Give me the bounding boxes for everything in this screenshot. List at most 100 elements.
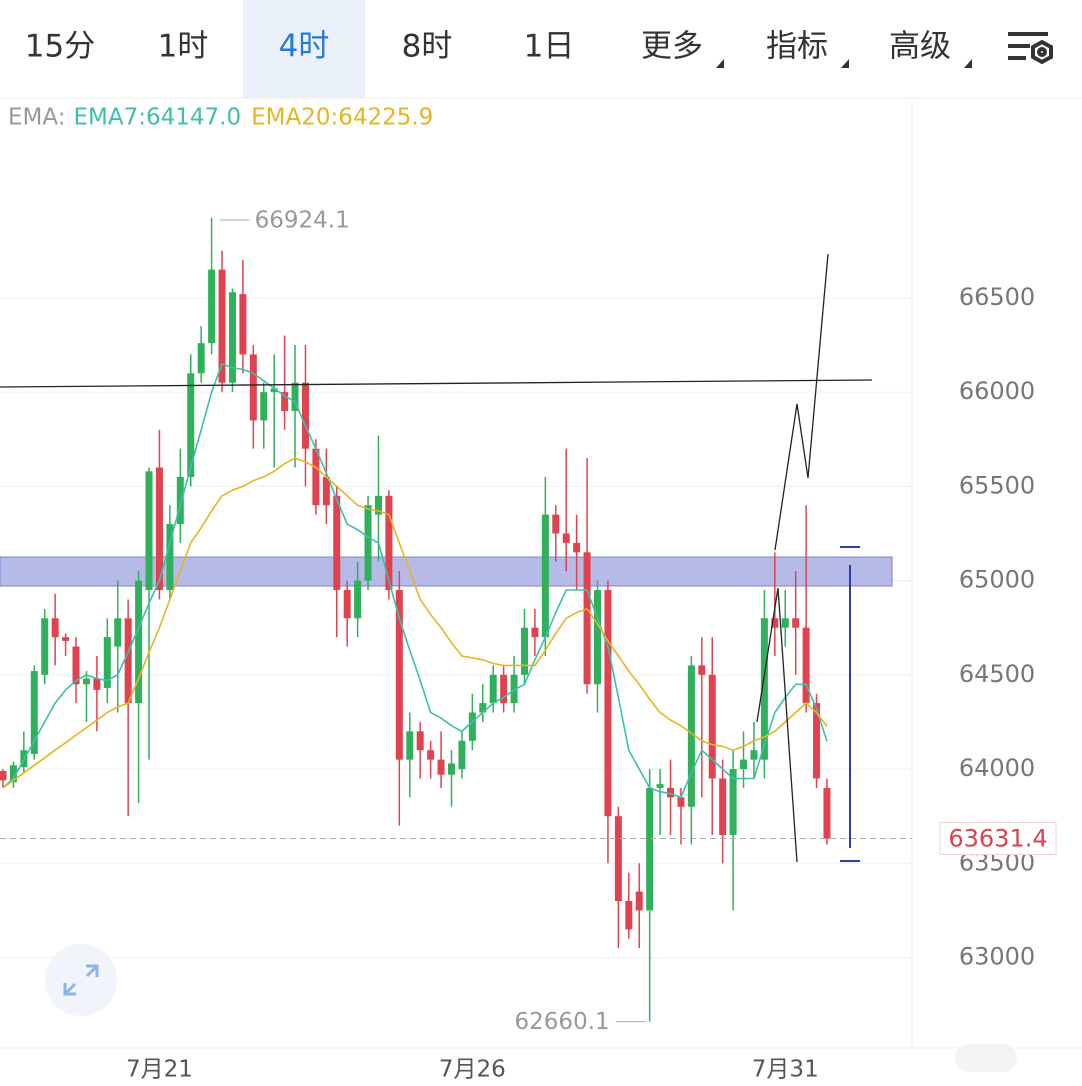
measure-tool[interactable] (840, 546, 860, 862)
y-tick-label: 65500 (959, 471, 1035, 499)
candle-body (750, 750, 758, 760)
tab[interactable]: 1日 (524, 29, 575, 65)
tab[interactable]: 15分 (25, 29, 95, 65)
candle-body (458, 740, 466, 770)
candle-body (406, 731, 414, 760)
tab[interactable]: 更多 (641, 29, 703, 65)
candle-body (416, 731, 424, 751)
candle-body (9, 765, 17, 783)
candle-body (82, 678, 90, 685)
candle-body (427, 750, 435, 760)
y-tick-label: 63000 (959, 943, 1035, 971)
candle-body (614, 816, 622, 901)
tab-highlight (243, 0, 365, 98)
candle-body (281, 392, 289, 411)
candle-body (573, 542, 581, 553)
user-drawings[interactable] (0, 253, 873, 863)
candle-body (708, 674, 716, 779)
candle-body (385, 495, 393, 591)
y-tick-label: 66500 (959, 283, 1035, 311)
candle-body (333, 495, 341, 591)
candle-body (208, 269, 216, 344)
candle-body (41, 618, 49, 675)
candle-body (677, 797, 685, 807)
candle-body (510, 674, 518, 704)
candle-body (114, 618, 122, 647)
ema-line (2, 457, 828, 789)
candle-body (249, 354, 257, 421)
drawn-path[interactable] (756, 587, 798, 863)
candle-body (489, 674, 497, 704)
candle-body (270, 388, 278, 393)
expand-button[interactable] (45, 944, 117, 1016)
candle-body (93, 678, 101, 690)
candle-body (823, 787, 831, 839)
candle-body (447, 763, 455, 775)
candle-body (364, 505, 372, 581)
tab[interactable]: 指标 (766, 29, 828, 65)
candle-body (260, 392, 268, 421)
candle-body (813, 703, 821, 779)
candle-body (395, 590, 403, 760)
candle-body (719, 778, 727, 836)
candle-body (594, 590, 602, 685)
candle-body (155, 467, 163, 591)
candle-body (343, 590, 351, 619)
expand-bg (45, 944, 117, 1016)
candle-body (656, 784, 664, 788)
plot: 66924.1 62660.1 (0, 207, 912, 1035)
tab[interactable]: 4时 (279, 29, 330, 65)
tab[interactable]: 8时 (402, 29, 453, 65)
ema-line (2, 362, 828, 799)
candle-body (145, 471, 153, 591)
candle-body (740, 759, 748, 770)
tab[interactable]: 1时 (158, 29, 209, 65)
candle-body (187, 373, 195, 477)
candle-body (802, 627, 810, 704)
settings-icon[interactable] (1008, 32, 1053, 65)
candle-body (124, 618, 132, 704)
candle-body (218, 269, 226, 383)
y-tick-label: 64500 (959, 660, 1035, 688)
candle-body (500, 674, 508, 704)
candle-body (228, 292, 236, 383)
scroll-indicator (955, 1044, 1017, 1072)
tab-bar: 15分 1时 4时 8时 1日 更多 指标 高级 (25, 0, 972, 98)
tab[interactable]: 高级 (889, 29, 951, 65)
y-tick-label: 65000 (959, 566, 1035, 594)
icon-gear (1031, 39, 1053, 65)
candle-body (541, 514, 549, 638)
candle-body (51, 618, 59, 638)
drawn-zone[interactable] (0, 556, 893, 587)
candle-body (103, 637, 111, 689)
dropdown-caret (716, 59, 724, 68)
candle-body (468, 712, 476, 741)
legend-item: EMA7:64147.0 (73, 105, 241, 131)
x-tick-label: 7月26 (439, 1057, 506, 1083)
x-tick-label: 7月31 (752, 1057, 819, 1083)
expand-arrow (63, 982, 77, 996)
candle-body (197, 343, 205, 374)
x-tick-label: 7月21 (126, 1057, 193, 1083)
candle-body (625, 900, 633, 930)
candle-body (354, 580, 362, 619)
drawn-horizontal-line[interactable] (0, 379, 873, 388)
candle-body (176, 476, 184, 525)
candle-body (521, 627, 528, 675)
drawn-path[interactable] (774, 253, 829, 551)
candle-body (583, 552, 591, 685)
dropdown-caret (841, 59, 849, 68)
y-tick-label: 64000 (959, 754, 1035, 782)
candle-body (760, 618, 768, 760)
candle-body (771, 618, 779, 628)
candle-body (291, 382, 299, 411)
y-axis: 6300063500640006450065000655006600066500… (126, 283, 1057, 1083)
candle-body (301, 382, 309, 449)
candle-body (792, 618, 800, 628)
candle-body (374, 495, 382, 515)
candle-body (729, 769, 737, 836)
candle-body (72, 646, 80, 685)
candle-body (698, 665, 706, 675)
